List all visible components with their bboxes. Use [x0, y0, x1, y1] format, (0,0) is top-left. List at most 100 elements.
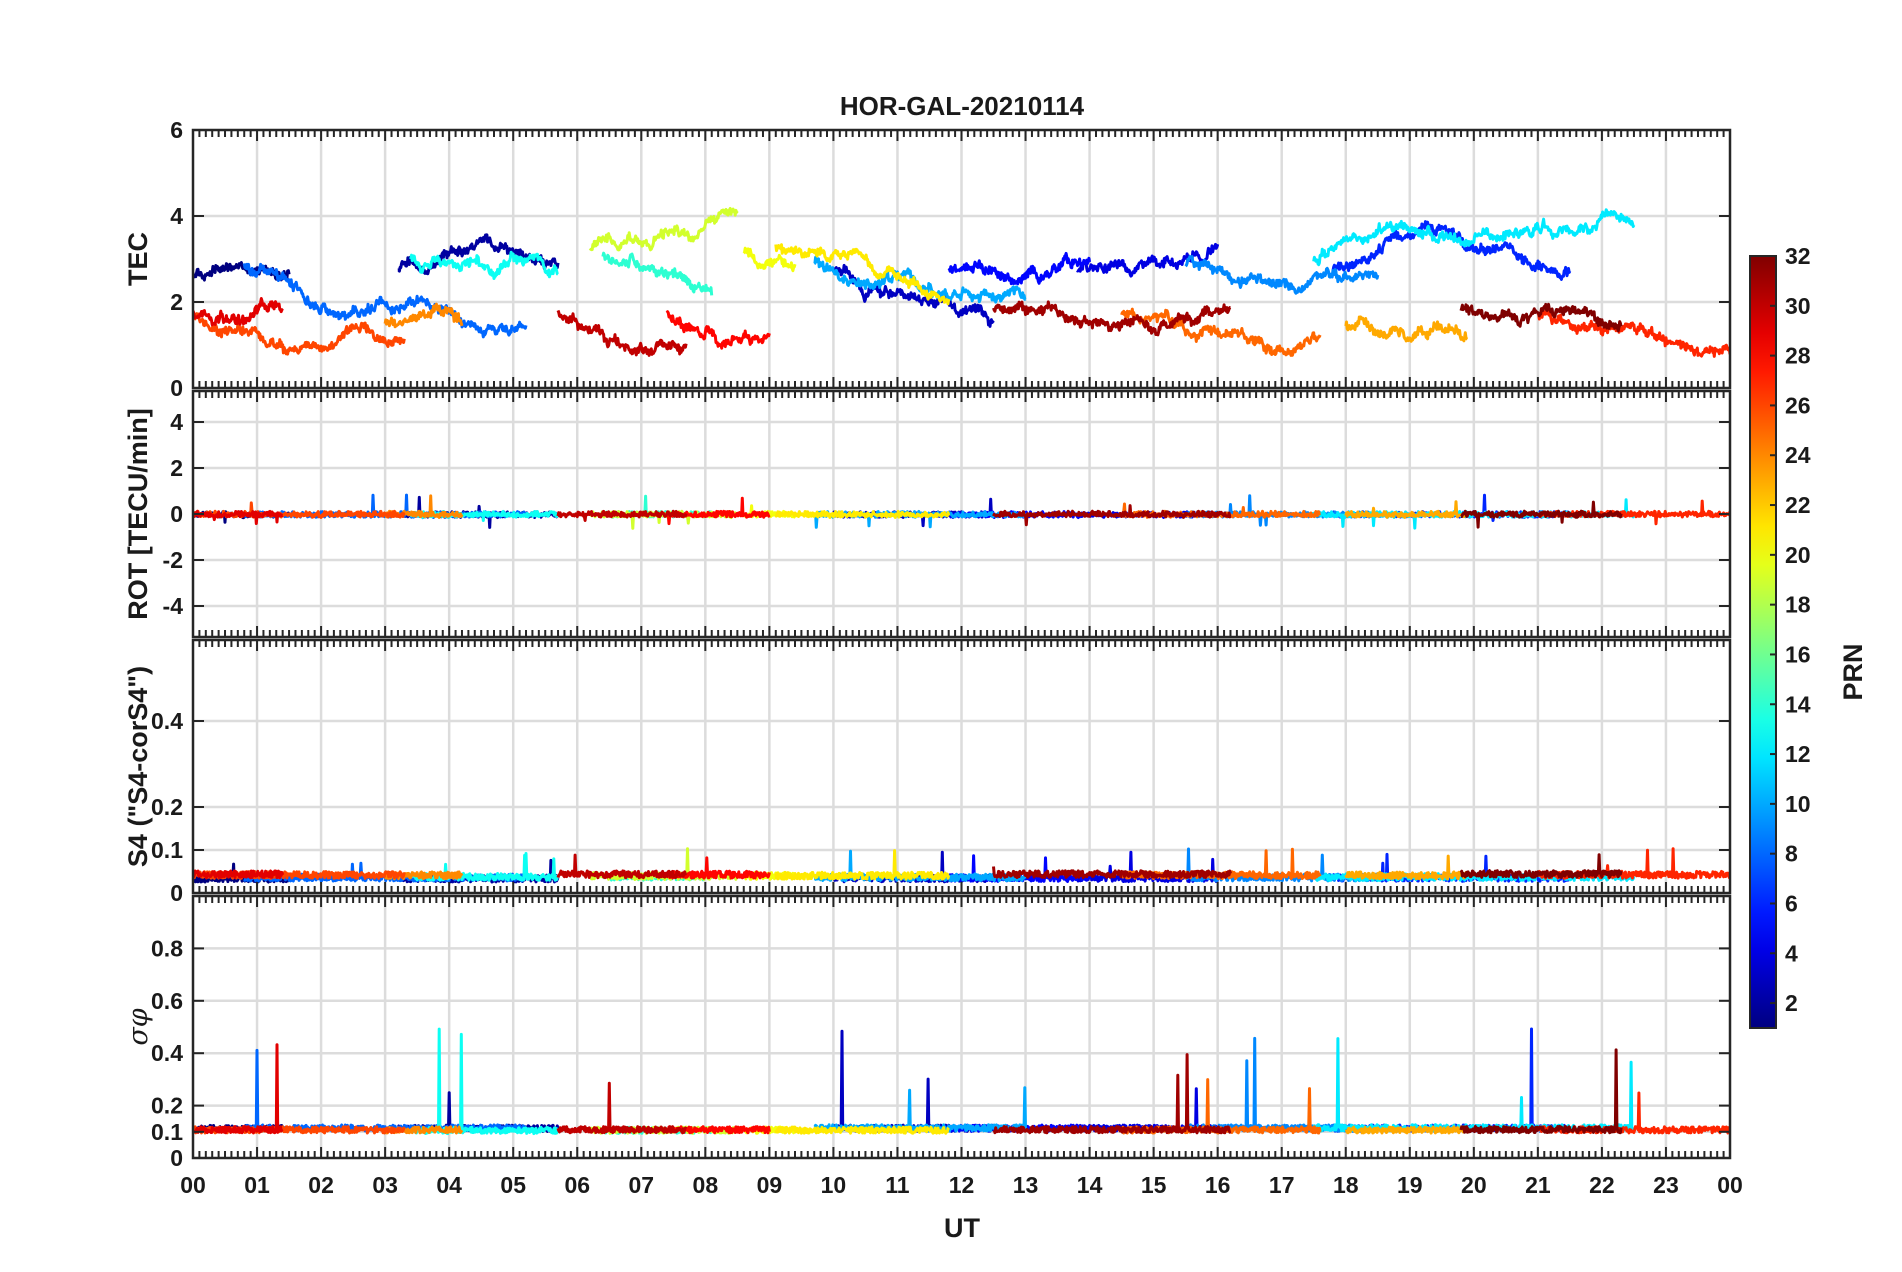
panel-ticks: -4 -2 0 2 4 [163, 389, 1732, 639]
series-prn-5 [947, 251, 1092, 286]
colorbar-tick-label: 2 [1785, 990, 1798, 1016]
series-prn-13 [409, 250, 559, 280]
y-tick-label: 0 [170, 501, 183, 527]
series-prn-21 [774, 509, 951, 519]
series-prn-31 [992, 504, 1232, 527]
panel-frame [191, 638, 1732, 895]
x-tick-label: 23 [1653, 1172, 1679, 1198]
series-prn-20 [742, 246, 797, 273]
x-tick-label: 14 [1077, 1172, 1103, 1198]
series-prn-19 [588, 207, 739, 252]
panel-ticks: 0 2 4 6 [170, 117, 1732, 401]
x-tick-label: 05 [500, 1172, 526, 1198]
x-tick-label: 11 [885, 1172, 910, 1198]
y-tick-label: 0 [170, 375, 183, 401]
series-prn-32 [1460, 500, 1623, 529]
panel-tec: 0 2 4 6 TEC [123, 117, 1732, 401]
x-tick-label: 16 [1205, 1172, 1231, 1198]
series-prn-8 [242, 262, 528, 339]
y-axis-label: ROT [TECU/min] [123, 408, 153, 619]
series-prn-27 [1536, 309, 1730, 358]
series-prn-30 [556, 309, 688, 357]
y-tick-label: 0.1 [151, 837, 183, 863]
y-tick-label: 0.4 [151, 708, 183, 734]
y-tick-label: 0 [170, 880, 183, 906]
panel-ticks: 00.10.2 0.4 0.6 0.8 [151, 894, 1732, 1171]
series-prn-29 [193, 509, 284, 525]
colorbar-label: PRN [1838, 643, 1868, 700]
x-tick-label: 08 [693, 1172, 719, 1198]
colorbar-tick-label: 20 [1785, 542, 1811, 568]
series-prn-5 [947, 854, 1092, 883]
y-axis-label: TEC [123, 232, 153, 286]
y-tick-label: 0.6 [151, 988, 183, 1014]
x-tick-label: 06 [564, 1172, 590, 1198]
panel-ticks: 0 0.1 0.2 0.4 [151, 638, 1732, 906]
x-tick-label: 00 [180, 1172, 206, 1198]
colorbar-tick-label: 32 [1785, 243, 1811, 269]
x-tick-label: 13 [1013, 1172, 1039, 1198]
y-tick-label: 0.2 [151, 1093, 183, 1119]
series-prn-4 [1076, 242, 1220, 278]
y-tick-label: 2 [170, 455, 183, 481]
series-prn-24 [383, 302, 464, 329]
series-prn-31 [992, 300, 1232, 337]
chart-title: HOR-GAL-20210114 [840, 91, 1085, 121]
series-prn-23 [1344, 315, 1469, 343]
series-prn-29 [193, 297, 284, 327]
series-prn-30 [556, 853, 688, 880]
series-prn-6 [1331, 220, 1572, 281]
y-tick-label: -2 [163, 547, 183, 573]
series-group [193, 207, 1730, 358]
series-prn-31 [992, 1053, 1232, 1135]
x-tick-label: 04 [436, 1172, 462, 1198]
x-tick-label: 12 [949, 1172, 975, 1198]
colorbar-tick-label: 10 [1785, 791, 1811, 817]
colorbar-tick-label: 12 [1785, 741, 1811, 767]
y-tick-label: 0.8 [151, 935, 183, 961]
panel-frame [191, 894, 1732, 1160]
colorbar-tick-label: 30 [1785, 293, 1811, 319]
series-prn-30 [556, 509, 688, 522]
series-group [193, 493, 1730, 530]
series-group [193, 1027, 1730, 1136]
x-tick-label: 15 [1141, 1172, 1167, 1198]
x-tick-label: 17 [1269, 1172, 1295, 1198]
x-tick-label: 07 [628, 1172, 654, 1198]
x-tick-label: 18 [1333, 1172, 1359, 1198]
x-tick-label: 19 [1397, 1172, 1423, 1198]
y-tick-label: 4 [170, 409, 183, 435]
x-tick-label: 20 [1461, 1172, 1487, 1198]
y-tick-label: 0.2 [151, 794, 183, 820]
series-prn-14 [601, 251, 714, 296]
panel-rot: -4 -2 0 2 4 ROT [TECU/min] [123, 389, 1732, 639]
x-tick-label: 03 [372, 1172, 398, 1198]
x-axis-label: UT [944, 1213, 980, 1243]
colorbar-tick-label: 28 [1785, 343, 1811, 369]
series-group [193, 847, 1730, 884]
y-tick-label: 6 [170, 117, 183, 143]
y-tick-label: 4 [170, 203, 183, 229]
y-axis-label: σφ [123, 1008, 154, 1045]
x-tick-label: 00 [1717, 1172, 1743, 1198]
series-prn-29 [193, 869, 285, 880]
colorbar-tick-label: 16 [1785, 641, 1811, 667]
series-prn-21 [774, 849, 951, 881]
series-prn-29 [193, 1043, 284, 1135]
series-prn-21 [774, 1125, 950, 1135]
y-tick-label: 0.4 [151, 1040, 183, 1066]
colorbar-tick-label: 14 [1785, 691, 1811, 717]
series-prn-32 [1459, 302, 1623, 333]
series-prn-23 [1344, 854, 1469, 881]
y-tick-label: 2 [170, 289, 183, 315]
y-tick-label: -4 [163, 593, 184, 619]
series-prn-9 [1184, 255, 1380, 295]
x-tick-label: 10 [821, 1172, 847, 1198]
panel-frame [191, 389, 1732, 639]
series-prn-32 [1459, 853, 1623, 879]
series-prn-31 [992, 866, 1232, 880]
panel-sigma: 00.10.2 0.4 0.6 0.8 σφ [123, 894, 1732, 1171]
colorbar-tick-label: 4 [1785, 940, 1798, 966]
